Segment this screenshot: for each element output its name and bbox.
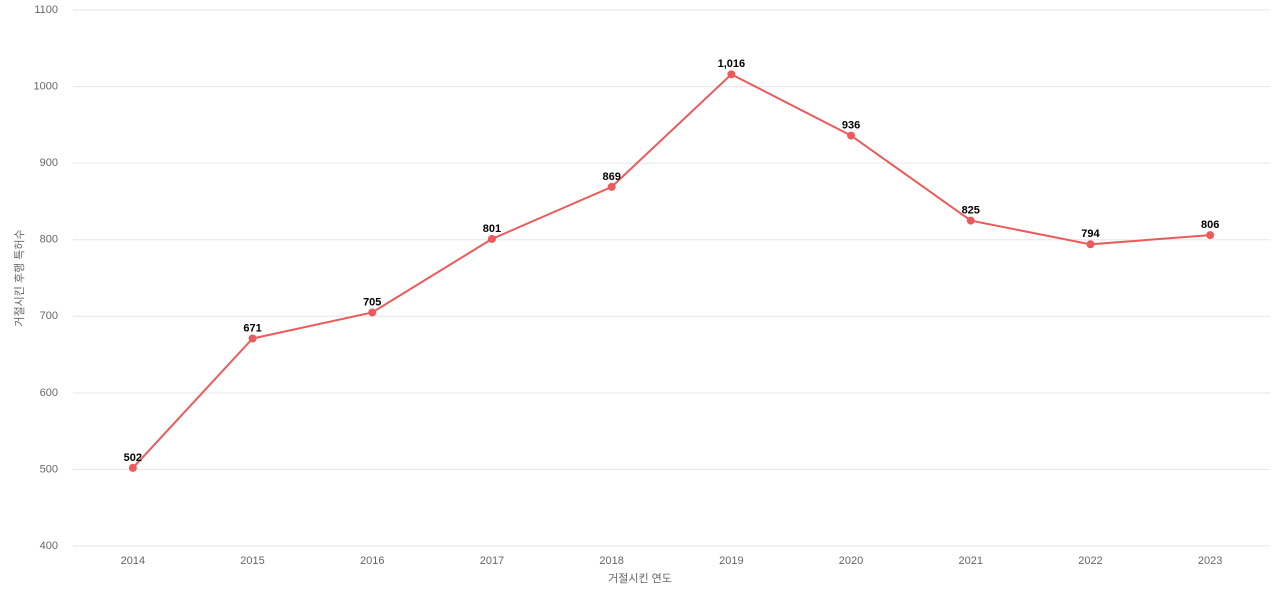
x-tick-label: 2014 bbox=[121, 555, 145, 567]
data-label: 936 bbox=[842, 119, 860, 131]
y-tick-label: 800 bbox=[40, 234, 58, 246]
x-tick-label: 2018 bbox=[599, 555, 623, 567]
y-tick-label: 1100 bbox=[34, 4, 58, 16]
data-point bbox=[1206, 231, 1215, 240]
data-point bbox=[727, 70, 736, 79]
y-axis-label: 거절시킨 후행 특허수 bbox=[13, 229, 26, 326]
x-axis-label: 거절시킨 연도 bbox=[608, 572, 672, 585]
y-tick-label: 1000 bbox=[34, 80, 58, 92]
data-label: 825 bbox=[962, 204, 980, 216]
x-tick-label: 2023 bbox=[1198, 555, 1222, 567]
data-point bbox=[607, 182, 616, 191]
data-label: 794 bbox=[1081, 228, 1100, 240]
data-label: 705 bbox=[363, 296, 381, 308]
data-point bbox=[966, 216, 975, 225]
series-line bbox=[132, 73, 1211, 469]
x-tick-label: 2019 bbox=[719, 555, 743, 567]
data-point bbox=[128, 463, 137, 472]
x-tick-label: 2021 bbox=[959, 555, 983, 567]
x-tick-label: 2017 bbox=[480, 555, 504, 567]
data-label: 869 bbox=[602, 171, 620, 183]
data-point bbox=[248, 334, 257, 343]
data-label: 671 bbox=[243, 322, 261, 334]
data-point bbox=[487, 234, 496, 243]
y-tick-label: 500 bbox=[40, 463, 58, 475]
x-tick-label: 2022 bbox=[1078, 555, 1102, 567]
data-point bbox=[1086, 240, 1095, 249]
y-tick-label: 600 bbox=[40, 387, 58, 399]
y-tick-label: 400 bbox=[40, 540, 58, 552]
data-point bbox=[847, 131, 856, 140]
data-label: 502 bbox=[124, 452, 142, 464]
x-tick-label: 2016 bbox=[360, 555, 384, 567]
x-tick-label: 2015 bbox=[240, 555, 264, 567]
x-tick-label: 2020 bbox=[839, 555, 863, 567]
data-point bbox=[368, 308, 377, 317]
y-tick-label: 700 bbox=[40, 310, 58, 322]
data-label: 801 bbox=[483, 223, 501, 235]
data-label: 806 bbox=[1201, 219, 1219, 231]
y-tick-label: 900 bbox=[40, 157, 58, 169]
data-label: 1,016 bbox=[718, 58, 746, 70]
